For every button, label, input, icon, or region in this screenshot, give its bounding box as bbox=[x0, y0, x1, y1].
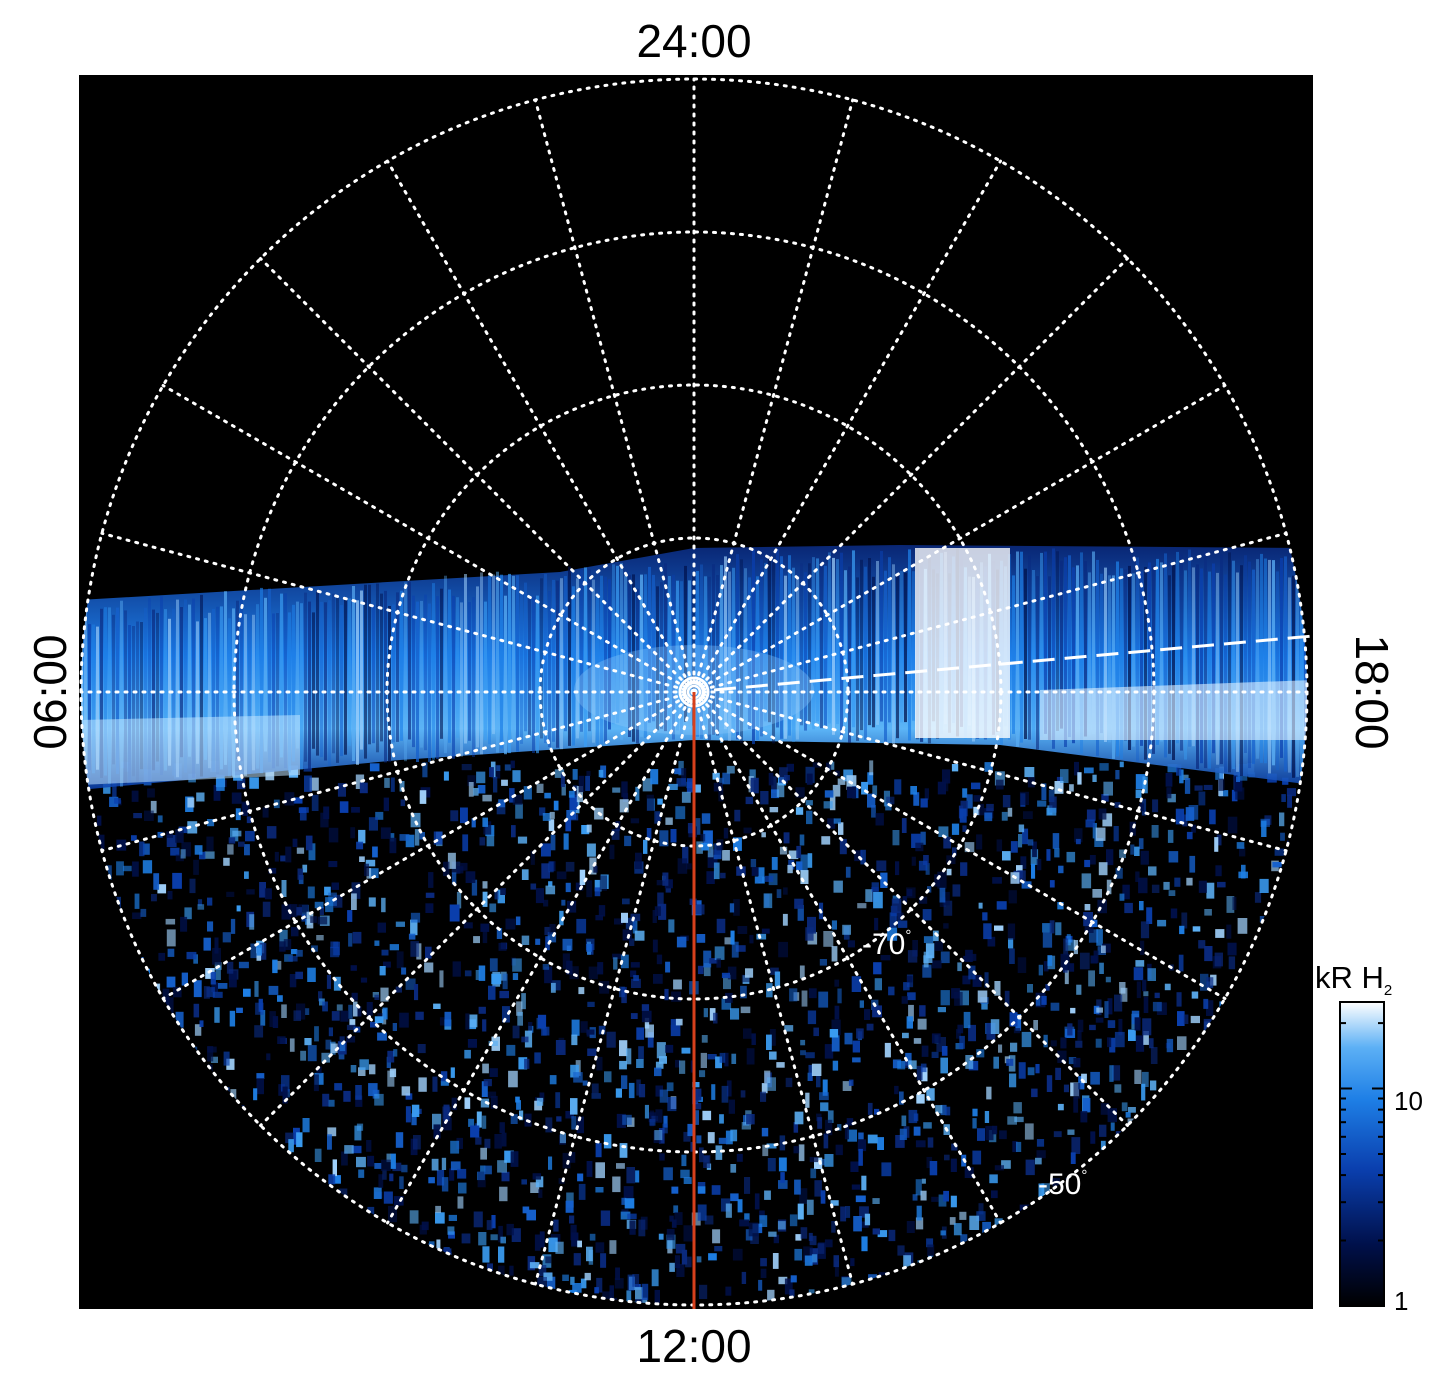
dashed-reference-line bbox=[713, 634, 1314, 692]
colorbar-ticks bbox=[1340, 1022, 1384, 1307]
colorbar-title-subscript: 2 bbox=[1383, 982, 1393, 1000]
longitude-meridian bbox=[692, 690, 1002, 1225]
local-time-label-right: 18:00 bbox=[1346, 634, 1398, 750]
longitude-meridian bbox=[692, 257, 1129, 694]
latitude-value-50: -50 bbox=[1038, 1168, 1082, 1201]
colorbar-title-main: kR H bbox=[1315, 960, 1384, 995]
longitude-meridian bbox=[259, 690, 696, 1127]
longitude-meridian bbox=[692, 384, 1227, 694]
latitude-label-50: -50° bbox=[1038, 1167, 1088, 1201]
longitude-meridian bbox=[259, 257, 696, 694]
longitude-meridian bbox=[692, 98, 855, 694]
colorbar bbox=[1339, 1001, 1385, 1307]
longitude-meridian bbox=[533, 690, 696, 1286]
local-time-label-top: 24:00 bbox=[636, 15, 752, 67]
longitude-meridian bbox=[692, 690, 1227, 1000]
longitude-meridian bbox=[692, 690, 855, 1286]
local-time-label-bottom: 12:00 bbox=[636, 1320, 752, 1372]
longitude-meridian bbox=[692, 159, 1002, 694]
degree-symbol: ° bbox=[905, 927, 912, 944]
longitude-meridian bbox=[692, 690, 1288, 853]
longitude-meridian bbox=[100, 531, 696, 694]
degree-symbol: ° bbox=[1081, 1167, 1088, 1184]
longitude-meridian bbox=[161, 384, 696, 694]
longitude-meridian bbox=[692, 690, 1129, 1127]
longitude-meridian bbox=[386, 159, 696, 694]
latitude-label-70: -70° bbox=[862, 927, 912, 961]
colorbar-tick-label-10: 10 bbox=[1394, 1086, 1423, 1116]
longitude-meridian bbox=[161, 690, 696, 1000]
colorbar-title: kR H2 bbox=[1315, 960, 1392, 999]
longitude-meridian bbox=[386, 690, 696, 1225]
local-time-label-left: 06:00 bbox=[24, 634, 76, 750]
longitude-meridian bbox=[533, 98, 696, 694]
longitude-meridian bbox=[692, 531, 1288, 694]
latitude-value-70: -70 bbox=[862, 928, 906, 961]
longitude-meridian bbox=[100, 690, 696, 853]
colorbar-tick-label-1: 1 bbox=[1394, 1286, 1409, 1316]
